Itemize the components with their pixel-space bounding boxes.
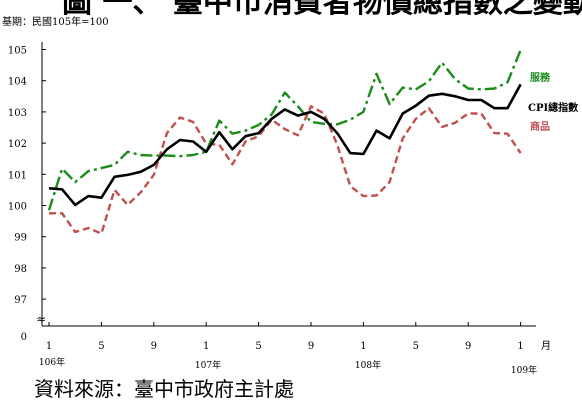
y-tick-label: 0 <box>21 332 27 343</box>
year-label: 107年 <box>195 359 221 371</box>
x-tick-label: 5 <box>255 341 261 352</box>
chart-title: 圖 一、 臺中市消費者物價總指數之變動 <box>62 0 582 20</box>
year-label: 108年 <box>355 359 381 371</box>
x-tick-label: 5 <box>98 341 104 352</box>
legend-cpi: CPI總指數 <box>528 101 578 114</box>
y-tick-label: 97 <box>14 295 27 306</box>
y-tick-label: 105 <box>8 46 27 57</box>
x-tick-label: 1 <box>517 341 523 352</box>
series-line-service <box>47 49 522 211</box>
x-tick-label: 1 <box>46 341 52 352</box>
series-lines <box>47 49 522 235</box>
x-tick-label: 1 <box>203 341 209 352</box>
source-note: 資料來源：臺中市政府主計處 <box>34 377 294 401</box>
x-tick-label: 1 <box>360 341 366 352</box>
legend-service: 服務 <box>530 71 551 84</box>
y-tick-label: 103 <box>8 108 27 119</box>
x-tick-label: 9 <box>465 341 471 352</box>
axis-break-mark: ≈ <box>36 312 46 326</box>
y-tick-label: 99 <box>14 233 27 244</box>
base-note: 基期：民國105年=100 <box>2 15 109 28</box>
y-tick-label: 101 <box>8 170 27 181</box>
y-tick-label: 104 <box>8 77 27 88</box>
x-tick-label: 9 <box>151 341 157 352</box>
series-line-goods <box>49 105 522 235</box>
axes: ≈ <box>36 42 536 327</box>
x-tick-label: 9 <box>308 341 314 352</box>
y-tick-label: 102 <box>8 139 27 150</box>
year-label: 106年 <box>39 356 65 368</box>
x-ticks: 1 5 9 1 5 9 1 5 9 1 月 106年 107年 108年 109年 <box>39 322 551 376</box>
x-unit-label: 月 <box>541 340 551 352</box>
y-ticks: 0 97 98 99 100 101 102 103 104 105 <box>8 46 46 343</box>
legend: 服務 CPI總指數 商品 <box>528 71 578 133</box>
legend-goods: 商品 <box>530 120 550 133</box>
series-line-cpi <box>48 83 522 207</box>
x-tick-label: 5 <box>413 341 419 352</box>
y-tick-label: 98 <box>14 264 27 275</box>
y-tick-label: 100 <box>8 202 27 213</box>
year-label: 109年 <box>511 364 537 376</box>
